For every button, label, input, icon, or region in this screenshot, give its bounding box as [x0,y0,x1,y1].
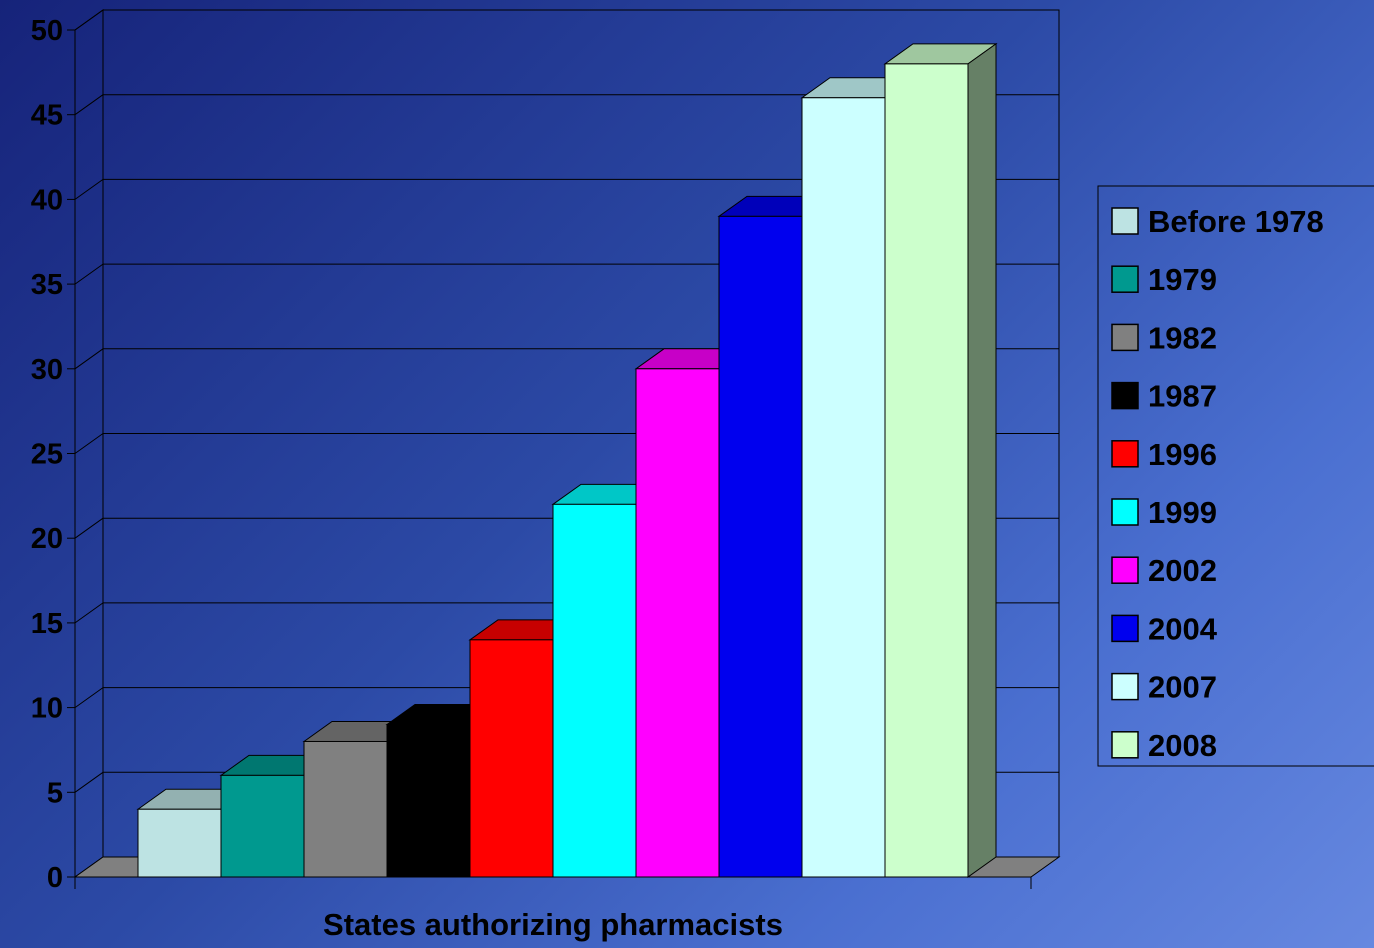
legend-label: 2008 [1148,728,1217,763]
legend-item: 1987 [1111,379,1217,414]
bar-front [386,724,471,878]
legend-item: Before 1978 [1111,204,1324,239]
y-tick-label: 15 [31,608,63,640]
y-tick-label: 50 [31,15,63,47]
legend-swatch [1111,323,1139,352]
gridline-side [74,602,104,624]
bar-front [469,639,554,878]
legend-swatch [1111,556,1139,584]
legend-item: 2008 [1111,728,1217,763]
bar-front [801,97,886,878]
legend-item: 2007 [1111,670,1217,705]
y-tick-label: 40 [31,184,63,216]
y-tick-label: 35 [31,269,63,301]
gridline-side [74,687,104,709]
y-tick-label: 0 [47,862,63,894]
bar-front [137,808,222,878]
bar-front [718,215,803,878]
legend-label: 2002 [1148,553,1217,588]
legend-swatch [1111,381,1139,410]
gridline-side [74,9,104,31]
y-tick-label: 20 [31,523,63,555]
y-axis-ticks: 0 5 10 15 20 25 30 35 40 45 50 [31,15,1032,894]
gridline-side [74,263,104,285]
legend-label: 1987 [1148,379,1217,414]
legend-label: 1999 [1148,495,1217,530]
legend-item: 1999 [1111,495,1217,530]
legend-box [1097,185,1374,767]
y-tick-label: 5 [47,777,63,809]
legend-label: 1979 [1148,262,1217,297]
bar-2008 [883,42,998,878]
legend-swatch [1111,265,1139,293]
bar-front [552,503,637,878]
legend: Before 1978 1979 1982 1987 1996 1999 2002 2004 2… [1097,185,1374,767]
bar-front [220,774,305,878]
bar-2007 [800,77,915,878]
gridline-side [74,178,104,200]
legend-label: Before 1978 [1148,204,1324,239]
legend-item: 2002 [1111,553,1217,588]
legend-item: 1979 [1111,262,1217,297]
y-tick-label: 30 [31,354,63,386]
legend-label: 2004 [1148,611,1218,646]
bars [136,42,998,878]
legend-swatch [1111,207,1139,235]
gridline-side [74,433,104,454]
gridline-side [74,771,104,793]
gridline-side [74,94,104,116]
bar-side [967,42,997,878]
y-tick-label: 25 [31,439,63,471]
legend-label: 1996 [1148,437,1217,472]
y-tick-label: 45 [31,100,63,132]
legend-swatch [1111,731,1139,759]
x-axis-label: States authorizing pharmacists [323,907,783,942]
bar-front [884,63,969,878]
legend-item: 1982 [1111,320,1217,355]
gridline-side [74,517,104,539]
legend-swatch [1111,672,1139,701]
bar-front [635,368,720,878]
legend-label: 1982 [1148,320,1217,355]
legend-item: 1996 [1111,437,1217,472]
legend-swatch [1111,440,1139,468]
y-tick-label: 10 [31,693,63,725]
bar-front [303,740,388,878]
legend-item: 2004 [1111,611,1218,646]
legend-swatch [1111,614,1139,643]
legend-label: 2007 [1148,670,1217,705]
legend-swatch [1111,498,1139,526]
gridline-side [74,348,104,370]
